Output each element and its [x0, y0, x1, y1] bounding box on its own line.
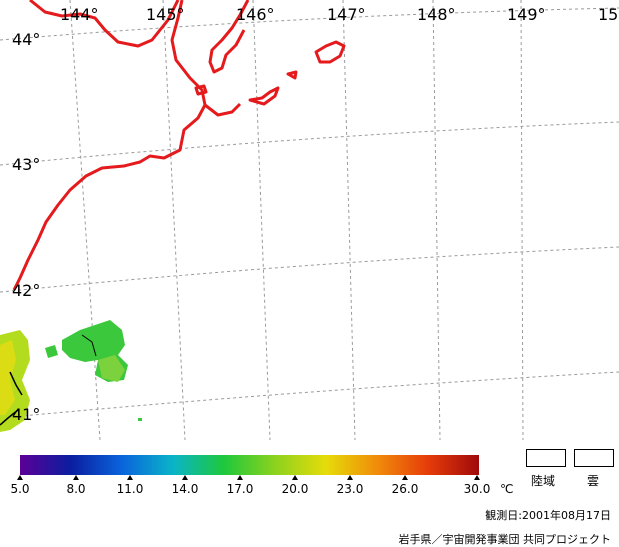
lat-label-43: 43°: [12, 155, 40, 174]
sst-data: [0, 320, 142, 432]
isotherm-b: [0, 409, 19, 426]
coast-kunashiri: [204, 102, 242, 117]
tick-mark: [292, 475, 298, 480]
sst-dot: [138, 418, 142, 421]
tick-label-17: 17.0: [226, 482, 254, 496]
sst-patch-small: [45, 345, 58, 358]
tick-mark: [474, 475, 480, 480]
coastline: [12, 0, 346, 291]
temperature-colorbar: [20, 455, 479, 475]
tick-label-11: 11.0: [116, 482, 144, 496]
tick-label-8: 8.0: [66, 482, 86, 496]
meridian-149: [520, 0, 524, 441]
observation-date: 観測日:2001年08月17日: [485, 509, 611, 522]
tick-label-5: 5.0: [10, 482, 30, 496]
coast-island-4: [286, 70, 298, 80]
coast-hokkaido-north: [29, 0, 180, 48]
coast-island-3: [194, 84, 208, 96]
lon-label-147: 147°: [327, 5, 366, 24]
tick-mark: [402, 475, 408, 480]
meridian-145: [162, 0, 186, 441]
lon-label-146: 146°: [236, 5, 275, 24]
lat-label-42: 42°: [12, 281, 40, 300]
lon-label-145: 145°: [146, 5, 185, 24]
parallel-42: [0, 246, 619, 293]
latitude-labels: 44° 43° 42° 41°: [12, 30, 40, 424]
meridian-146: [252, 0, 271, 441]
lat-label-44: 44°: [12, 30, 40, 49]
tick-mark: [73, 475, 79, 480]
lon-label-148: 148°: [417, 5, 456, 24]
tick-label-14: 14.0: [171, 482, 199, 496]
lon-label-150: 15: [598, 5, 618, 24]
isotherm-a: [9, 371, 23, 396]
tick-mark: [127, 475, 133, 480]
tick-mark: [17, 475, 23, 480]
longitude-labels: 144° 145° 146° 147° 148° 149° 15: [60, 5, 618, 24]
isotherm-c: [81, 334, 97, 357]
cloud-key-label: 雲: [587, 474, 600, 488]
tick-label-23: 23.0: [336, 482, 364, 496]
sst-patch-west-yellow: [0, 340, 16, 415]
lon-label-149: 149°: [507, 5, 546, 24]
parallel-41: [0, 371, 619, 419]
tick-label-20: 20.0: [281, 482, 309, 496]
cloud-key-swatch: [574, 449, 614, 467]
tick-mark: [182, 475, 188, 480]
tick-mark: [237, 475, 243, 480]
lon-label-144: 144°: [60, 5, 99, 24]
meridian-144: [69, 0, 101, 441]
meridian-147: [342, 0, 356, 441]
lat-label-41: 41°: [12, 405, 40, 424]
sst-patch-center-light: [98, 355, 125, 382]
land-key-swatch: [526, 449, 566, 467]
credit-line: 岩手県／宇宙開発事業団 共同プロジェクト: [398, 533, 612, 546]
land-key-label: 陸域: [531, 474, 556, 488]
parallel-44: [0, 7, 619, 41]
tick-label-30: 30.0: [463, 482, 491, 496]
coast-island-1: [248, 86, 280, 106]
tick-label-26: 26.0: [391, 482, 419, 496]
tick-mark: [347, 475, 353, 480]
meridian-148: [432, 0, 441, 441]
graticule: [0, 0, 619, 441]
unit-label: ℃: [500, 482, 514, 496]
coast-shiretoko: [12, 0, 207, 291]
coast-island-2: [314, 40, 346, 64]
parallel-43: [0, 121, 619, 166]
coast-iturup: [208, 0, 250, 74]
